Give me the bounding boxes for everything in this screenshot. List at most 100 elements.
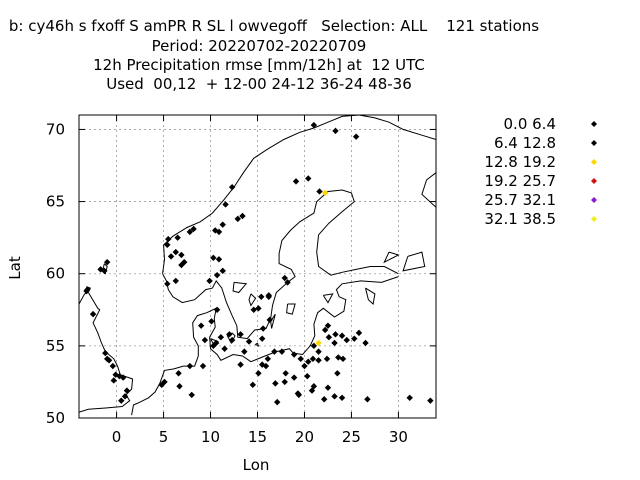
legend-marker <box>591 159 597 165</box>
station-point <box>186 228 194 236</box>
legend-marker <box>591 197 597 203</box>
station-point <box>315 348 322 355</box>
station-point <box>310 121 318 129</box>
station-point <box>172 248 179 256</box>
station-point <box>351 335 358 342</box>
legend-label: 0.0 6.4 <box>504 115 556 133</box>
station-point <box>274 398 281 406</box>
station-point <box>297 355 304 363</box>
station-point <box>219 267 226 275</box>
station-point <box>172 277 179 285</box>
station-point <box>305 175 312 182</box>
station-point <box>186 362 194 370</box>
station-point <box>164 280 171 288</box>
station-point <box>290 351 298 358</box>
x-tick-label: 0 <box>112 428 122 446</box>
station-point <box>323 355 331 363</box>
station-point <box>258 293 265 300</box>
coastline-segment <box>162 115 436 274</box>
station-point <box>324 384 332 391</box>
station-point <box>265 293 272 300</box>
station-point <box>292 178 300 185</box>
chart-title-line-2: Period: 20220702-20220709 <box>151 37 367 55</box>
x-tick-label: 30 <box>389 428 408 446</box>
station-point <box>281 378 288 386</box>
station-point <box>199 362 207 370</box>
y-tick-label: 50 <box>46 409 65 427</box>
legend-label: 19.2 25.7 <box>484 172 556 190</box>
station-point <box>290 374 298 381</box>
station-point <box>331 393 338 400</box>
station-point <box>178 261 185 269</box>
station-point <box>284 279 291 286</box>
data-points <box>83 121 434 406</box>
station-point <box>174 234 181 241</box>
station-point <box>161 378 168 386</box>
station-point <box>241 348 248 355</box>
station-point <box>110 377 117 384</box>
station-point <box>334 370 341 377</box>
station-point <box>315 357 322 364</box>
legend-label: 25.7 32.1 <box>484 191 556 209</box>
legend-marker <box>591 140 597 146</box>
station-point <box>324 322 332 329</box>
station-point <box>352 133 360 140</box>
station-point <box>102 349 109 357</box>
station-point <box>262 362 270 370</box>
coastline-segment <box>79 292 134 413</box>
x-tick-label: 20 <box>295 428 314 446</box>
station-point <box>103 258 111 266</box>
station-point <box>258 335 266 342</box>
station-point <box>245 338 253 345</box>
station-point <box>239 212 246 220</box>
station-point <box>105 357 113 364</box>
x-tick-label: 25 <box>342 428 361 446</box>
station-point <box>165 235 172 243</box>
coastline-segment <box>421 172 436 208</box>
station-point <box>406 394 413 401</box>
station-point <box>321 396 328 403</box>
y-tick-label: 55 <box>46 337 65 355</box>
coastline-map <box>79 115 436 416</box>
x-tick-label: 10 <box>201 428 220 446</box>
station-point <box>264 355 272 363</box>
station-point <box>228 336 236 344</box>
legend-marker <box>591 178 597 184</box>
station-point <box>212 339 220 347</box>
station-point <box>362 339 369 347</box>
x-tick-label: 5 <box>159 428 169 446</box>
station-point <box>178 251 185 259</box>
station-point <box>310 342 318 350</box>
station-point <box>332 331 339 338</box>
station-point <box>255 305 262 312</box>
station-point <box>215 228 223 236</box>
legend-label: 6.4 12.8 <box>494 134 556 152</box>
y-tick-label: 65 <box>46 193 65 211</box>
station-point <box>175 370 182 377</box>
chart-title-line-4: Used 00,12 + 12-00 24-12 36-24 48-36 <box>106 75 412 93</box>
station-point <box>237 361 244 368</box>
coastline-segment <box>101 263 108 275</box>
station-point <box>364 396 371 403</box>
x-axis-label: Lon <box>243 456 270 474</box>
coastline-segment <box>383 251 400 264</box>
legend: 0.0 6.46.4 12.812.8 19.219.2 25.725.7 32… <box>484 115 597 228</box>
y-axis-label: Lat <box>6 256 24 280</box>
station-point <box>332 127 339 135</box>
station-point <box>201 336 209 344</box>
coastline-segment <box>254 342 260 347</box>
axis-ticks: 0 5 10 15 20 25 30 50 55 60 65 70 <box>46 115 436 446</box>
station-point <box>213 271 221 279</box>
station-point <box>121 393 129 400</box>
station-point <box>219 221 226 228</box>
coastline-segment <box>435 237 436 260</box>
station-point <box>325 334 333 341</box>
station-point <box>301 362 308 370</box>
station-point <box>278 348 286 355</box>
station-point <box>343 336 350 344</box>
legend-marker <box>591 121 597 127</box>
station-point <box>164 241 171 249</box>
station-point <box>250 306 257 313</box>
station-point <box>176 383 183 390</box>
